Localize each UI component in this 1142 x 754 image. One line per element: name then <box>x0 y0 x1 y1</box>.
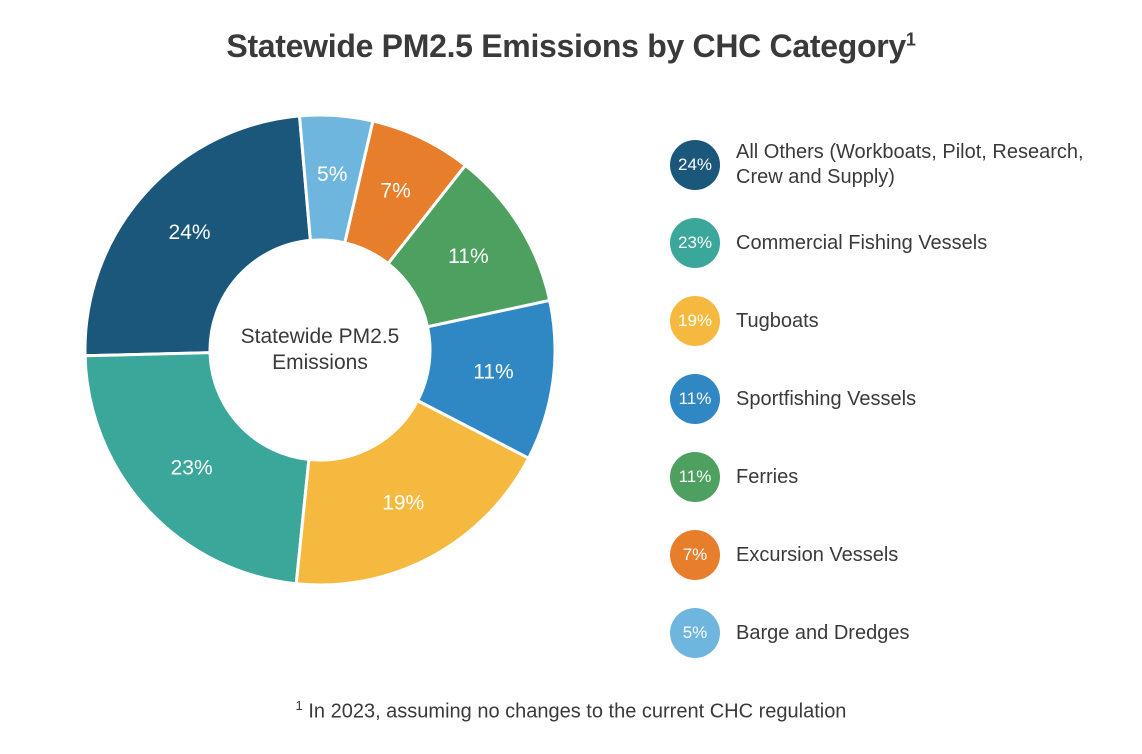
legend-label: Tugboats <box>736 309 819 334</box>
legend-swatch: 19% <box>670 296 720 346</box>
legend-label: Commercial Fishing Vessels <box>736 231 987 256</box>
legend-item: 24% All Others (Workboats, Pilot, Researc… <box>670 140 1110 190</box>
legend-swatch: 5% <box>670 608 720 658</box>
legend-swatch: 24% <box>670 140 720 190</box>
chart-title-super: 1 <box>906 29 916 49</box>
chart-title-text: Statewide PM2.5 Emissions by CHC Categor… <box>226 28 905 64</box>
donut-svg: 24% 23% 19% 11% 11% 7% 5% <box>70 100 570 600</box>
donut-chart: 24%23%19%11%11%7%5% Statewide PM2.5 Emis… <box>70 100 570 600</box>
legend-label: All Others (Workboats, Pilot, Research, … <box>736 140 1110 190</box>
legend-swatch: 7% <box>670 530 720 580</box>
donut-slice-label: 11% <box>473 361 513 384</box>
chart-title: Statewide PM2.5 Emissions by CHC Categor… <box>0 28 1142 65</box>
donut-slice-label: 19% <box>382 491 424 514</box>
legend-label: Excursion Vessels <box>736 543 898 568</box>
footnote-text: In 2023, assuming no changes to the curr… <box>303 701 847 723</box>
legend-item: 23% Commercial Fishing Vessels <box>670 218 1110 268</box>
donut-slice-label: 11% <box>448 245 488 268</box>
legend-swatch: 23% <box>670 218 720 268</box>
footnote-super: 1 <box>296 698 303 713</box>
legend: 24% All Others (Workboats, Pilot, Researc… <box>670 140 1110 686</box>
legend-swatch: 11% <box>670 452 720 502</box>
legend-item: 19% Tugboats <box>670 296 1110 346</box>
legend-label: Barge and Dredges <box>736 621 909 646</box>
donut-slice-label: 24% <box>169 221 211 244</box>
legend-item: 11% Sportfishing Vessels <box>670 374 1110 424</box>
legend-item: 11% Ferries <box>670 452 1110 502</box>
footnote: 1 In 2023, assuming no changes to the cu… <box>0 698 1142 724</box>
legend-item: 7% Excursion Vessels <box>670 530 1110 580</box>
donut-slice-label: 5% <box>317 163 347 186</box>
donut-slice-label: 7% <box>380 180 410 203</box>
donut-slice-label: 23% <box>171 456 213 479</box>
legend-label: Ferries <box>736 465 798 490</box>
legend-label: Sportfishing Vessels <box>736 387 916 412</box>
legend-item: 5% Barge and Dredges <box>670 608 1110 658</box>
legend-swatch: 11% <box>670 374 720 424</box>
